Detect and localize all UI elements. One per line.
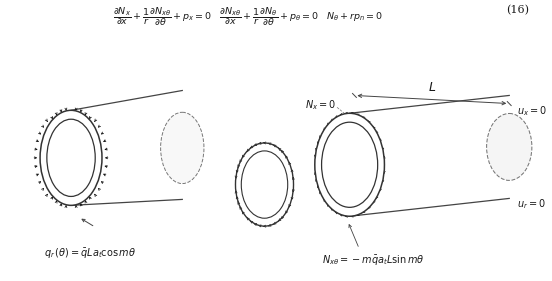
Text: $u_x=0$: $u_x=0$ — [517, 105, 547, 118]
Text: $\dfrac{\partial N_x}{\partial x}+\dfrac{1}{r}\dfrac{\partial N_{x\theta}}{\part: $\dfrac{\partial N_x}{\partial x}+\dfrac… — [113, 5, 383, 28]
Text: $L$: $L$ — [428, 81, 436, 94]
Ellipse shape — [40, 110, 102, 205]
Text: (16): (16) — [507, 5, 529, 16]
Text: $u_r=0$: $u_r=0$ — [517, 198, 546, 211]
Text: $N_x=0$: $N_x=0$ — [305, 98, 336, 112]
Text: $q_r\,(\theta) = \bar{q}La_t\cos m\theta$: $q_r\,(\theta) = \bar{q}La_t\cos m\theta… — [44, 247, 136, 261]
Ellipse shape — [487, 114, 532, 180]
Ellipse shape — [315, 113, 384, 216]
Text: $N_{x\theta}=-m\bar{q}a_t L\sin m\theta$: $N_{x\theta}=-m\bar{q}a_t L\sin m\theta$ — [322, 254, 425, 268]
Ellipse shape — [161, 112, 204, 183]
Ellipse shape — [236, 143, 294, 226]
